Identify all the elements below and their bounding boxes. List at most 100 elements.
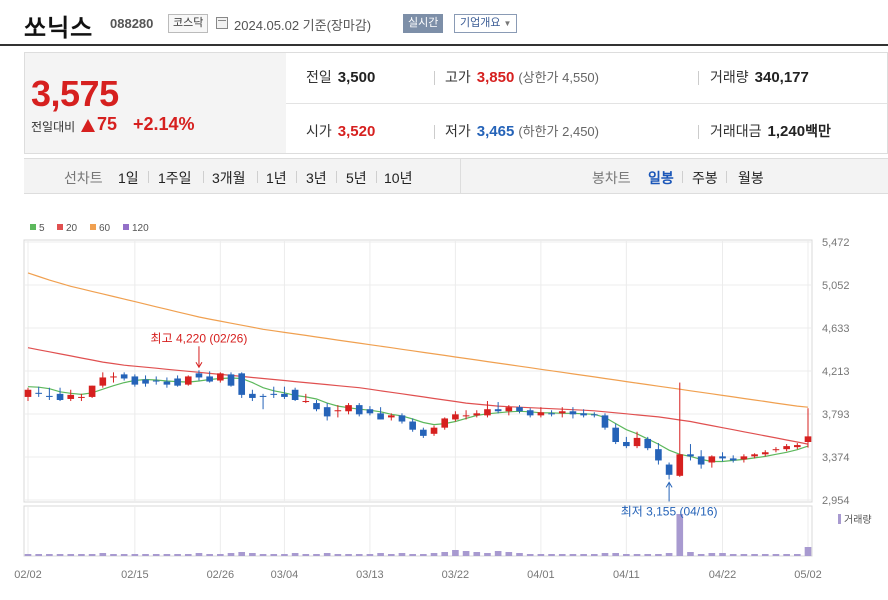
volume-bar — [516, 553, 523, 556]
volume: 거래량 340,177 — [710, 67, 809, 87]
volume-bar — [163, 554, 171, 556]
volume-bar — [206, 554, 213, 556]
volume-bar — [355, 554, 363, 556]
volume-bar — [794, 554, 801, 556]
change-label: 전일대비 — [31, 120, 76, 134]
current-price-box: 3,575 전일대비 75 +2.14% — [25, 53, 286, 153]
volume-bar — [152, 554, 160, 556]
candle-monthly[interactable]: 월봉 — [738, 170, 764, 186]
candle-body — [78, 396, 85, 398]
candle-body — [387, 415, 395, 418]
title-bar: 쏘닉스 088280 코스닥 2024.05.02 기준(장마감) 실시간 기업… — [0, 0, 888, 46]
x-tick-label: 03/22 — [442, 569, 470, 581]
volume-bar — [281, 554, 288, 556]
volume-bar — [409, 554, 416, 556]
volume-bar — [377, 553, 384, 556]
volume-bar — [184, 554, 192, 556]
volume-bar — [623, 554, 630, 556]
x-tick-label: 02/02 — [14, 569, 42, 581]
stock-code: 088280 — [110, 16, 154, 31]
candle-daily[interactable]: 일봉 — [648, 170, 674, 186]
volume-bar — [772, 554, 780, 556]
company-overview-dropdown[interactable]: 기업개요 ▼ — [454, 14, 518, 33]
summary-divider — [286, 103, 887, 104]
volume-bar — [56, 554, 64, 556]
volume-bar — [291, 553, 299, 556]
volume-value: 340,177 — [754, 69, 809, 86]
low-value: 3,465 — [476, 123, 515, 140]
volume-bar — [441, 552, 449, 556]
volume-bar — [420, 554, 427, 556]
candle-body — [505, 407, 513, 412]
legend-label: 60 — [99, 223, 111, 234]
candle-body — [195, 373, 203, 378]
volume-bar — [783, 554, 790, 556]
candle-body — [302, 401, 310, 403]
candle-body — [259, 395, 267, 397]
realtime-button[interactable]: 실시간 — [403, 14, 444, 33]
candle-body — [217, 373, 224, 381]
volume-bar — [88, 554, 96, 556]
candle-weekly[interactable]: 주봉 — [692, 170, 718, 186]
calendar-icon — [216, 17, 228, 29]
candle-body — [729, 458, 737, 461]
period-bar-divider — [460, 159, 461, 193]
legend-label: 120 — [132, 223, 149, 234]
volume-bar — [612, 553, 619, 556]
candle-body — [697, 456, 705, 465]
candle-body — [772, 449, 780, 451]
volume-bar — [526, 554, 534, 556]
candle-body — [355, 405, 363, 415]
volume-bar — [676, 514, 684, 556]
volume-bar — [174, 554, 181, 556]
chevron-down-icon: ▼ — [503, 19, 512, 28]
open-price: 시가 3,520 — [306, 121, 375, 141]
candle-body — [708, 456, 716, 463]
prev-close-label: 전일 — [306, 69, 332, 85]
period-5y[interactable]: 5년 — [346, 170, 367, 186]
divider — [698, 125, 699, 139]
company-overview-label: 기업개요 — [460, 17, 501, 29]
divider — [434, 71, 435, 85]
volume-bar — [537, 554, 545, 556]
candle-body — [334, 410, 342, 412]
volume-bar — [751, 554, 758, 556]
volume-bar — [387, 554, 395, 556]
candle-body — [687, 454, 694, 457]
period-1w[interactable]: 1주일 — [158, 170, 192, 186]
divider — [726, 171, 727, 183]
divider — [434, 125, 435, 139]
lower-limit: (하한가 2,450) — [518, 124, 599, 139]
low-annotation: 최저 3,155 (04/16) — [621, 504, 718, 518]
open-value: 3,520 — [337, 123, 376, 140]
y-tick-label: 5,052 — [822, 280, 850, 292]
candle-body — [366, 409, 374, 414]
period-1d[interactable]: 1일 — [118, 170, 139, 186]
stock-chart: 5,472 5,052 4,633 4,213 3,793 3,374 2,954 02/02… — [14, 223, 871, 581]
volume-bar — [452, 550, 459, 556]
legend-label: 20 — [66, 223, 78, 234]
volume-bar — [548, 554, 555, 556]
candle-body — [46, 395, 53, 397]
volume-bar — [46, 554, 53, 556]
volume-bar — [697, 554, 705, 556]
prev-close-value: 3,500 — [337, 69, 376, 86]
volume-bar — [580, 554, 587, 556]
volume-bar — [430, 553, 438, 556]
candle-body — [761, 452, 769, 455]
period-1y[interactable]: 1년 — [266, 170, 287, 186]
volume-bar — [505, 552, 513, 556]
legend-swatch — [57, 224, 63, 230]
volume-label: 거래량 — [710, 69, 749, 85]
volume-bar — [687, 552, 694, 556]
candle-body — [420, 429, 427, 436]
price-summary: 3,575 전일대비 75 +2.14% 전일 3,500 고가 3,850 (상한가… — [24, 52, 888, 154]
period-3m[interactable]: 3개월 — [212, 170, 246, 186]
period-10y[interactable]: 10년 — [384, 170, 413, 186]
candle-body — [163, 381, 171, 385]
candle-body — [174, 378, 181, 386]
volume-bar — [665, 553, 673, 556]
period-3y[interactable]: 3년 — [306, 170, 327, 186]
volume-bar — [259, 554, 267, 556]
trade-amount: 거래대금 1,240백만 — [710, 121, 831, 141]
